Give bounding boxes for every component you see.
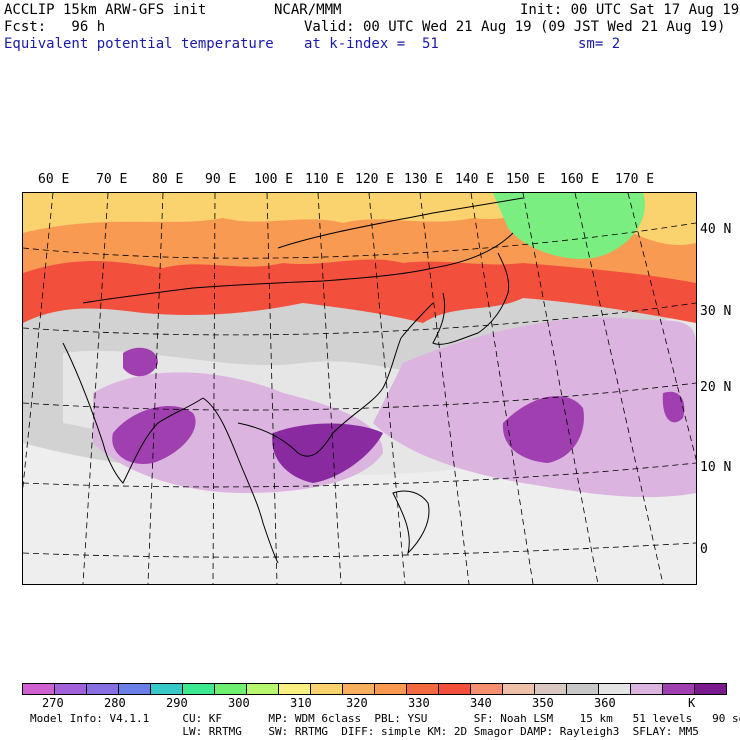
field-purple-south-china-sea bbox=[272, 423, 383, 483]
colorbar-cell bbox=[311, 684, 343, 694]
graticule-lon-110e bbox=[317, 193, 342, 584]
field-green-cell bbox=[493, 193, 645, 259]
lat-label-20n: 20 N bbox=[700, 380, 732, 395]
colorbar-cell bbox=[567, 684, 599, 694]
graticule-lon-120e bbox=[368, 193, 406, 584]
colorbar-unit: K bbox=[688, 696, 696, 710]
colorbar-tick-280: 280 bbox=[104, 696, 126, 710]
lon-label-140e: 140 E bbox=[455, 172, 495, 187]
coastline-malay bbox=[202, 397, 279, 564]
border-mongolia bbox=[277, 197, 524, 249]
institution-label: NCAR/MMM bbox=[274, 2, 342, 18]
lon-label-70e: 70 E bbox=[96, 172, 128, 187]
graticule-lat-0 bbox=[23, 542, 696, 558]
colorbar-tick-330: 330 bbox=[408, 696, 430, 710]
colorbar-cell bbox=[119, 684, 151, 694]
colorbar-cell bbox=[375, 684, 407, 694]
graticule-lon-140e bbox=[470, 193, 534, 584]
colorbar-tick-320: 320 bbox=[346, 696, 368, 710]
field-purple-east bbox=[662, 391, 685, 423]
colorbar-tick-310: 310 bbox=[290, 696, 312, 710]
lon-label-80e: 80 E bbox=[152, 172, 184, 187]
colorbar-cell bbox=[663, 684, 695, 694]
lon-label-160e: 160 E bbox=[560, 172, 600, 187]
map-panel bbox=[22, 192, 697, 585]
colorbar-cell bbox=[215, 684, 247, 694]
graticule-lon-90e bbox=[212, 193, 216, 584]
coastline-india bbox=[62, 342, 204, 484]
colorbar bbox=[22, 683, 727, 695]
lon-label-90e: 90 E bbox=[205, 172, 237, 187]
lat-label-30n: 30 N bbox=[700, 304, 732, 319]
graticule-lon-80e bbox=[147, 193, 164, 584]
colorbar-tick-300: 300 bbox=[228, 696, 250, 710]
init-time: Init: 00 UTC Sat 17 Aug 19 bbox=[520, 2, 740, 18]
graticule-lon-170e bbox=[627, 193, 696, 461]
k-index-label: at k-index = 51 bbox=[304, 36, 439, 52]
graticule-lon-160e bbox=[574, 193, 664, 584]
graticule-lon-130e bbox=[419, 193, 470, 584]
colorbar-cell bbox=[599, 684, 631, 694]
colorbar-cell bbox=[343, 684, 375, 694]
colorbar-cell bbox=[183, 684, 215, 694]
field-purple-india bbox=[123, 347, 158, 377]
lon-label-100e: 100 E bbox=[254, 172, 294, 187]
coastline-philippines bbox=[392, 490, 430, 555]
lon-label-120e: 120 E bbox=[355, 172, 395, 187]
colorbar-tick-290: 290 bbox=[166, 696, 188, 710]
valid-time: Valid: 00 UTC Wed 21 Aug 19 (09 JST Wed … bbox=[304, 19, 726, 35]
lon-label-150e: 150 E bbox=[506, 172, 546, 187]
model-info-line2: LW: RRTMG SW: RRTMG DIFF: simple KM: 2D … bbox=[30, 725, 699, 738]
coastline-korea-japan bbox=[432, 252, 510, 345]
graticule-lon-100e bbox=[266, 193, 278, 584]
colorbar-cell bbox=[247, 684, 279, 694]
lat-label-40n: 40 N bbox=[700, 222, 732, 237]
lon-label-60e: 60 E bbox=[38, 172, 70, 187]
theta-e-field bbox=[23, 193, 696, 584]
forecast-hour: Fcst: 96 h bbox=[4, 19, 106, 35]
colorbar-cell bbox=[87, 684, 119, 694]
graticule bbox=[23, 193, 696, 584]
field-purple-west-pacific bbox=[502, 396, 584, 463]
colorbar-cell bbox=[55, 684, 87, 694]
lon-label-110e: 110 E bbox=[305, 172, 345, 187]
lon-label-170e: 170 E bbox=[615, 172, 655, 187]
coastline-china bbox=[237, 302, 434, 457]
colorbar-cell bbox=[471, 684, 503, 694]
colorbar-tick-350: 350 bbox=[532, 696, 554, 710]
colorbar-cell bbox=[151, 684, 183, 694]
graticule-lon-60e bbox=[23, 193, 54, 491]
field-name: Equivalent potential temperature bbox=[4, 36, 274, 52]
coastlines bbox=[62, 197, 524, 564]
graticule-lat-10n bbox=[23, 462, 696, 488]
colorbar-cell bbox=[631, 684, 663, 694]
border-north bbox=[82, 232, 514, 304]
smoothing-label: sm= 2 bbox=[578, 36, 621, 52]
colorbar-cell bbox=[279, 684, 311, 694]
colorbar-cell bbox=[535, 684, 567, 694]
graticule-lon-70e bbox=[82, 193, 109, 584]
lat-label-0: 0 bbox=[700, 542, 708, 557]
lon-label-130e: 130 E bbox=[404, 172, 444, 187]
colorbar-cell bbox=[503, 684, 535, 694]
graticule-lat-20n bbox=[23, 382, 696, 411]
colorbar-tick-360: 360 bbox=[594, 696, 616, 710]
graticule-lon-150e bbox=[522, 193, 599, 584]
model-info-line1: Model Info: V4.1.1 CU: KF MP: WDM 6class… bbox=[30, 712, 740, 725]
colorbar-tick-340: 340 bbox=[470, 696, 492, 710]
graticule-lat-30n bbox=[23, 302, 696, 336]
lat-label-10n: 10 N bbox=[700, 460, 732, 475]
colorbar-cell bbox=[23, 684, 55, 694]
colorbar-cell bbox=[407, 684, 439, 694]
model-title: ACCLIP 15km ARW-GFS init bbox=[4, 2, 207, 18]
colorbar-cell bbox=[439, 684, 471, 694]
colorbar-cell bbox=[695, 684, 726, 694]
colorbar-tick-270: 270 bbox=[42, 696, 64, 710]
